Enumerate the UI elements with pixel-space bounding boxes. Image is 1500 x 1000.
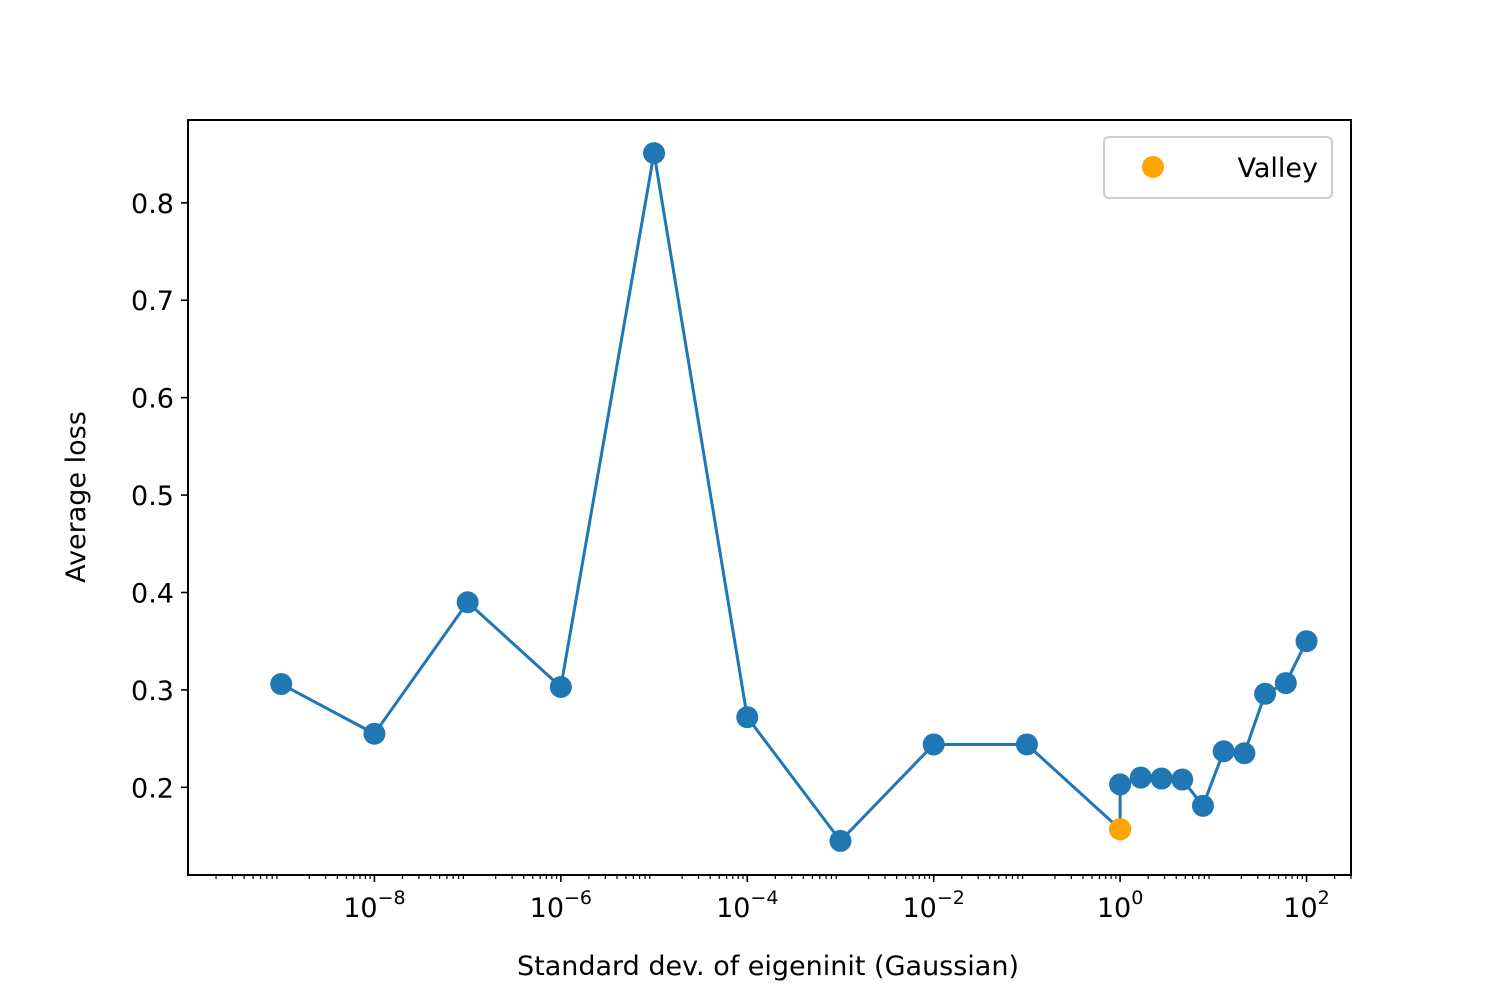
y-tick-label: 0.5	[131, 481, 174, 512]
x-tick-label: 10−8	[343, 887, 405, 924]
legend: Valley	[1103, 136, 1333, 199]
y-tick-label: 0.3	[131, 676, 174, 707]
data-point	[549, 675, 572, 698]
x-tick-label: 102	[1283, 887, 1329, 924]
data-point	[922, 733, 945, 756]
series-layer	[270, 142, 1318, 852]
highlight-layer	[1109, 818, 1132, 841]
x-tick-label: 10−4	[716, 887, 778, 924]
x-axis: 10−8 10−6 10−4 10−2 100 102	[215, 875, 1352, 924]
data-point	[1274, 672, 1297, 695]
data-point	[1233, 742, 1256, 765]
y-tick-label: 0.7	[131, 286, 174, 317]
data-point	[829, 829, 852, 852]
data-point	[363, 722, 386, 745]
y-tick-label: 0.8	[131, 189, 174, 220]
data-point	[1129, 766, 1152, 789]
x-axis-label: Standard dev. of eigeninit (Gaussian)	[517, 951, 1019, 982]
data-point	[1254, 682, 1277, 705]
data-point	[736, 706, 759, 729]
valley-point	[1109, 818, 1132, 841]
x-tick-label: 100	[1097, 887, 1143, 924]
data-point	[1191, 794, 1214, 817]
y-tick-label: 0.4	[131, 578, 174, 609]
data-point	[1015, 733, 1038, 756]
data-point	[643, 142, 666, 165]
y-tick-label: 0.6	[131, 384, 174, 415]
y-axis-label: Average loss	[61, 411, 92, 583]
legend-box	[1103, 136, 1333, 199]
data-point	[1150, 767, 1173, 790]
x-tick-label: 10−2	[902, 887, 964, 924]
y-axis: 0.2 0.3 0.4 0.5 0.6 0.7 0.8	[131, 189, 188, 804]
plot-frame	[187, 119, 1352, 876]
data-point	[1109, 773, 1132, 796]
data-point	[1171, 768, 1194, 791]
legend-marker-valley	[1142, 156, 1164, 178]
x-tick-label: 10−6	[530, 887, 592, 924]
data-point	[270, 673, 293, 696]
data-point	[456, 591, 479, 614]
y-tick-label: 0.2	[131, 773, 174, 804]
legend-label-valley: Valley	[1237, 153, 1318, 184]
data-point	[1212, 740, 1235, 763]
data-point	[1295, 630, 1318, 653]
